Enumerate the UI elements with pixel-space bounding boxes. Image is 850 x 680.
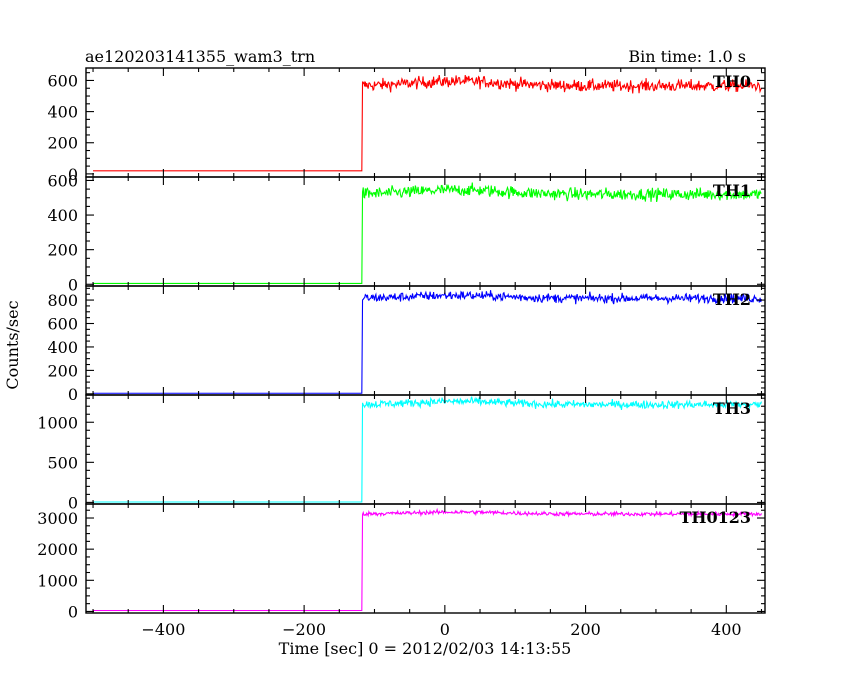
series-label-th3: TH3 (713, 399, 751, 418)
series-label-th0123: TH0123 (679, 508, 751, 527)
panels-group: 0 200 400 600 TH0 0 200 400 600 TH1 0 200 400 600 800 T… (37, 67, 766, 639)
x-axis-title: Time [sec] 0 = 2012/02/03 14:13:55 (279, 639, 572, 658)
series-line-th3 (93, 396, 763, 503)
x-tick-label: 400 (711, 620, 742, 639)
series-label-th1: TH1 (713, 181, 751, 200)
y-tick-label: 400 (47, 206, 78, 225)
y-tick-label: 600 (47, 71, 78, 90)
series-line-th0123 (93, 507, 762, 612)
series-line-th1 (93, 182, 762, 284)
y-tick-label: 500 (47, 453, 78, 472)
y-axis-title: Counts/sec (3, 300, 22, 389)
panel-frame (85, 285, 766, 396)
series-line-th2 (93, 290, 763, 394)
y-tick-label: 1000 (37, 571, 78, 590)
bin-time-label: Bin time: 1.0 s (628, 47, 746, 66)
y-tick-label: 400 (47, 338, 78, 357)
y-tick-label: 0 (68, 385, 78, 404)
panel-frame (85, 394, 766, 505)
y-tick-label: 200 (47, 134, 78, 153)
y-tick-label: 600 (47, 171, 78, 190)
panel-th0123: 0 1000 2000 3000 TH0123 (37, 503, 766, 621)
series-line-th0 (93, 74, 762, 172)
panel-frame (85, 503, 766, 614)
panel-th0: 0 200 400 600 TH0 (47, 67, 766, 184)
y-tick-label: 400 (47, 103, 78, 122)
x-tick-label: 200 (570, 620, 601, 639)
x-tick-label: 0 (440, 620, 450, 639)
y-tick-label: 200 (47, 361, 78, 380)
y-tick-label: 800 (47, 291, 78, 310)
panel-th3: 0 500 1000 TH3 (37, 394, 766, 512)
x-tick-label: −400 (141, 620, 185, 639)
y-tick-label: 3000 (37, 509, 78, 528)
y-tick-label: 0 (68, 275, 78, 294)
y-tick-label: 1000 (37, 413, 78, 432)
panel-th1: 0 200 400 600 TH1 (47, 171, 766, 294)
y-tick-label: 0 (68, 602, 78, 621)
x-tick-label: −200 (282, 620, 326, 639)
y-tick-label: 200 (47, 241, 78, 260)
series-label-th2: TH2 (713, 290, 751, 309)
y-tick-label: 600 (47, 315, 78, 334)
series-label-th0: TH0 (713, 72, 751, 91)
plot-title: ae120203141355_wam3_trn (85, 47, 315, 66)
y-tick-label: 0 (68, 165, 78, 184)
panel-th2: 0 200 400 600 800 TH2 (47, 285, 766, 404)
y-tick-label: 2000 (37, 540, 78, 559)
y-tick-label: 0 (68, 493, 78, 512)
